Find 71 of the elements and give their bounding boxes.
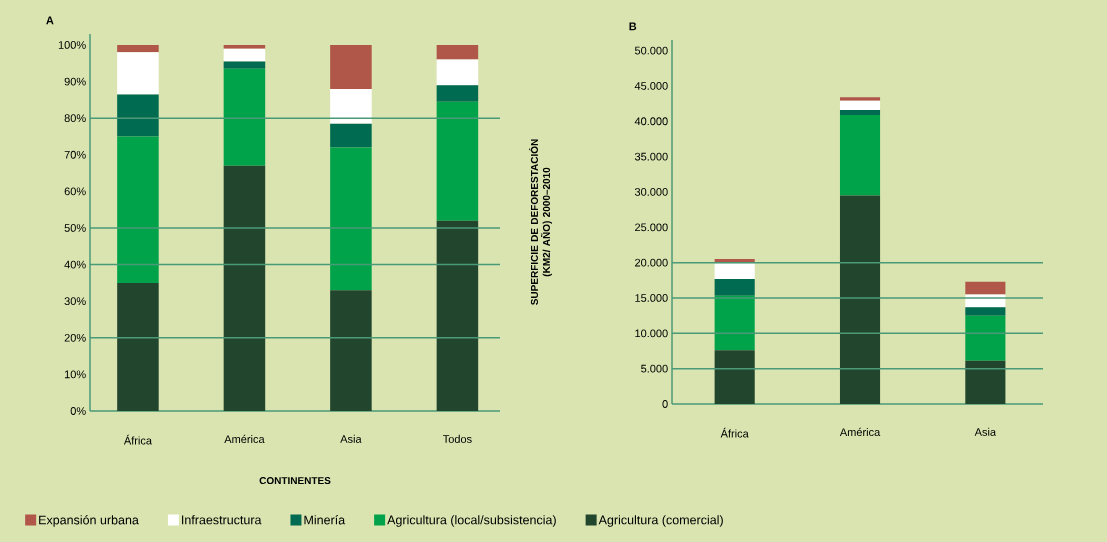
y-tick-label: 10%	[64, 370, 86, 379]
chart-title: A	[46, 16, 54, 25]
bar	[223, 68, 266, 166]
bar	[436, 220, 479, 411]
legend-label: Minería	[304, 515, 346, 525]
bar	[714, 350, 755, 404]
bar	[436, 85, 479, 102]
bar	[839, 109, 881, 115]
x-tick-label: África	[720, 427, 749, 438]
bar	[223, 165, 266, 411]
legend-label: Infraestructura	[182, 515, 262, 525]
x-tick-label: Asia	[974, 427, 997, 436]
legend-label: Expansión urbana	[39, 515, 139, 527]
x-tick-label: África	[123, 434, 152, 445]
x-tick-label: América	[224, 434, 265, 444]
bar	[330, 123, 372, 148]
bar	[965, 281, 1006, 295]
bar	[330, 290, 372, 411]
y-tick-label: 40.000	[634, 117, 668, 126]
bar	[330, 147, 372, 291]
bar	[436, 101, 479, 221]
chart-title: B	[629, 22, 637, 31]
legend-label: Agricultura (comercial)	[598, 515, 723, 527]
y-tick-label: 50%	[64, 224, 86, 232]
y-tick-label: 25.000	[635, 223, 668, 232]
bar	[839, 195, 881, 404]
bar	[117, 44, 159, 53]
x-tick-label: Todos	[442, 434, 472, 443]
y-tick-label: 30%	[64, 297, 86, 306]
y-tick-label: 20.000	[635, 258, 668, 267]
y-tick-label: 100%	[58, 41, 86, 49]
legend-label: Agricultura (local/subsistencia)	[387, 515, 556, 527]
y-tick-label: 45.000	[634, 82, 668, 90]
y-tick-label: 30.000	[634, 188, 668, 196]
bar	[436, 59, 479, 86]
bar	[330, 44, 372, 89]
bar	[965, 315, 1006, 361]
bar	[117, 52, 159, 95]
y-tick-label: 0%	[70, 407, 86, 415]
y-tick-label: 90%	[64, 77, 86, 86]
bar	[223, 48, 266, 62]
y-tick-label: 35.000	[634, 152, 668, 161]
y-tick-label: 80%	[64, 114, 86, 123]
y-tick-label: 50.000	[634, 46, 668, 55]
bar	[839, 114, 881, 196]
bar	[839, 97, 881, 101]
bar	[330, 88, 372, 124]
bar	[117, 94, 159, 137]
y-tick-label: 15.000	[635, 294, 668, 302]
bar	[714, 278, 755, 296]
y-tick-label: 0	[662, 400, 668, 408]
bar	[714, 295, 755, 351]
y-axis-title: SUPERFICIE DE DEFORESTACIÓN (KM2/ AÑO) 2000–2010	[529, 139, 552, 305]
x-tick-label: América	[839, 427, 881, 437]
x-axis-title: CONTINENTES	[259, 477, 331, 485]
bar	[839, 100, 881, 110]
y-tick-label: 60%	[64, 187, 86, 196]
x-tick-label: Asia	[340, 434, 362, 443]
y-tick-label: 40%	[64, 260, 86, 269]
y-tick-label: 70%	[64, 150, 86, 159]
bar	[117, 282, 159, 411]
y-tick-label: 5.000	[641, 364, 668, 373]
bar	[223, 61, 266, 69]
bar	[223, 44, 266, 49]
y-tick-label: 10.000	[635, 329, 668, 338]
bar	[117, 136, 159, 283]
bar	[714, 263, 755, 279]
y-tick-label: 20%	[64, 333, 86, 342]
bar	[965, 307, 1006, 316]
bar	[965, 360, 1006, 404]
bar	[436, 44, 479, 60]
